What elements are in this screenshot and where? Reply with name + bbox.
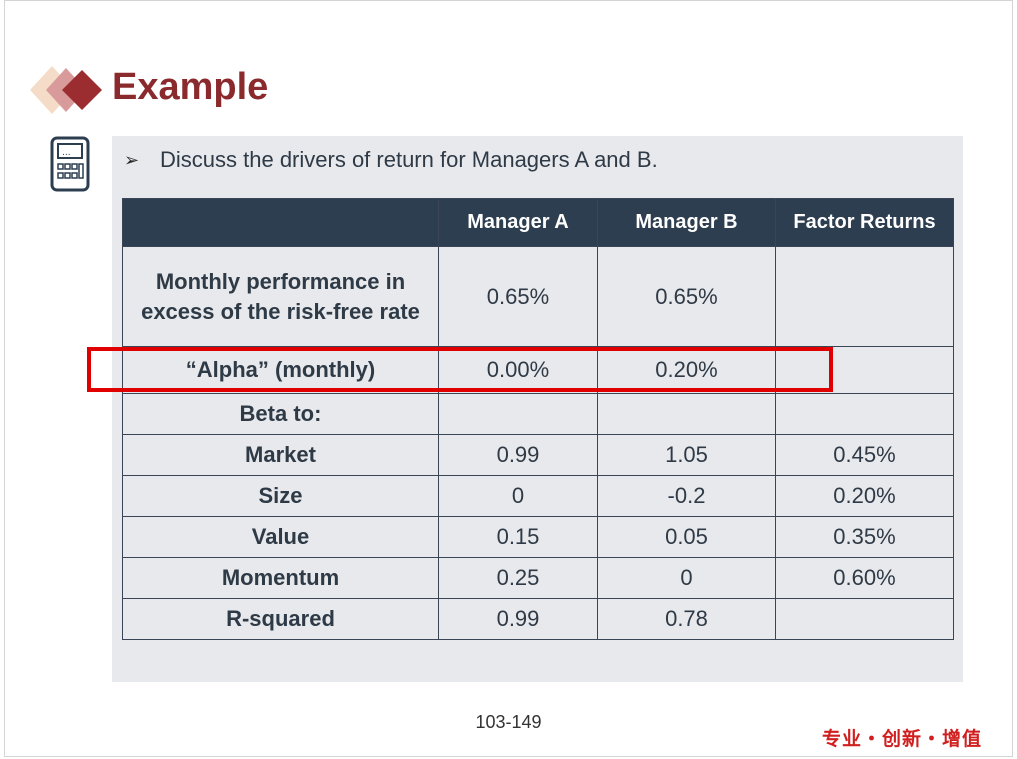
returns-table: Manager A Manager B Factor Returns Month… (122, 198, 954, 640)
cell-manager-a: 0.65% (438, 246, 598, 347)
cell-manager-b: 1.05 (597, 434, 776, 476)
cell-manager-b: 0.05 (597, 516, 776, 558)
cell-factor-return (775, 393, 954, 435)
row-label: R-squared (122, 598, 439, 640)
table-header-row: Manager A Manager B Factor Returns (122, 198, 954, 247)
row-label: Market (122, 434, 439, 476)
header-manager-b: Manager B (597, 198, 776, 247)
header-cell-empty (122, 198, 439, 247)
header-manager-a: Manager A (438, 198, 598, 247)
cell-manager-b: 0.65% (597, 246, 776, 347)
row-label: Monthly performance in excess of the ris… (122, 246, 439, 347)
row-label: “Alpha” (monthly) (122, 346, 439, 394)
cell-manager-a: 0.99 (438, 598, 598, 640)
cell-manager-a: 0.00% (438, 346, 598, 394)
cell-factor-return: 0.20% (775, 475, 954, 517)
cell-manager-b (597, 393, 776, 435)
row-label: Momentum (122, 557, 439, 599)
slide-title: Example (112, 66, 269, 108)
slide-frame (4, 0, 1013, 757)
bullet-point: ➢ Discuss the drivers of return for Mana… (124, 145, 658, 175)
table-row: Momentum 0.25 0 0.60% (122, 557, 954, 599)
table-row: Beta to: (122, 393, 954, 435)
bullet-arrow-icon: ➢ (124, 149, 140, 170)
cell-manager-a (438, 393, 598, 435)
cell-manager-a: 0.15 (438, 516, 598, 558)
table-row: “Alpha” (monthly) 0.00% 0.20% (122, 346, 954, 394)
cell-manager-b: 0.78 (597, 598, 776, 640)
row-label: Size (122, 475, 439, 517)
cell-manager-b: 0 (597, 557, 776, 599)
cell-factor-return (775, 598, 954, 640)
cell-factor-return (775, 246, 954, 347)
cell-factor-return: 0.35% (775, 516, 954, 558)
table-row: R-squared 0.99 0.78 (122, 598, 954, 640)
svg-text:...: ... (62, 148, 71, 158)
cell-factor-return: 0.45% (775, 434, 954, 476)
table-row: Monthly performance in excess of the ris… (122, 246, 954, 347)
cell-manager-b: -0.2 (597, 475, 776, 517)
cell-manager-a: 0.99 (438, 434, 598, 476)
bullet-text: Discuss the drivers of return for Manage… (160, 147, 658, 172)
slogan-text: 专业・创新・增值 (822, 728, 983, 750)
table-row: Market 0.99 1.05 0.45% (122, 434, 954, 476)
table-row: Size 0 -0.2 0.20% (122, 475, 954, 517)
cell-manager-a: 0 (438, 475, 598, 517)
cell-factor-return (775, 346, 954, 394)
row-label: Beta to: (122, 393, 439, 435)
cell-manager-b: 0.20% (597, 346, 776, 394)
calculator-icon: ... (50, 136, 90, 192)
diamond-logo-icon (30, 66, 102, 114)
page-number: 103-149 (475, 712, 542, 732)
cell-factor-return: 0.60% (775, 557, 954, 599)
cell-manager-a: 0.25 (438, 557, 598, 599)
row-label: Value (122, 516, 439, 558)
header-factor-returns: Factor Returns (775, 198, 954, 247)
table-row: Value 0.15 0.05 0.35% (122, 516, 954, 558)
